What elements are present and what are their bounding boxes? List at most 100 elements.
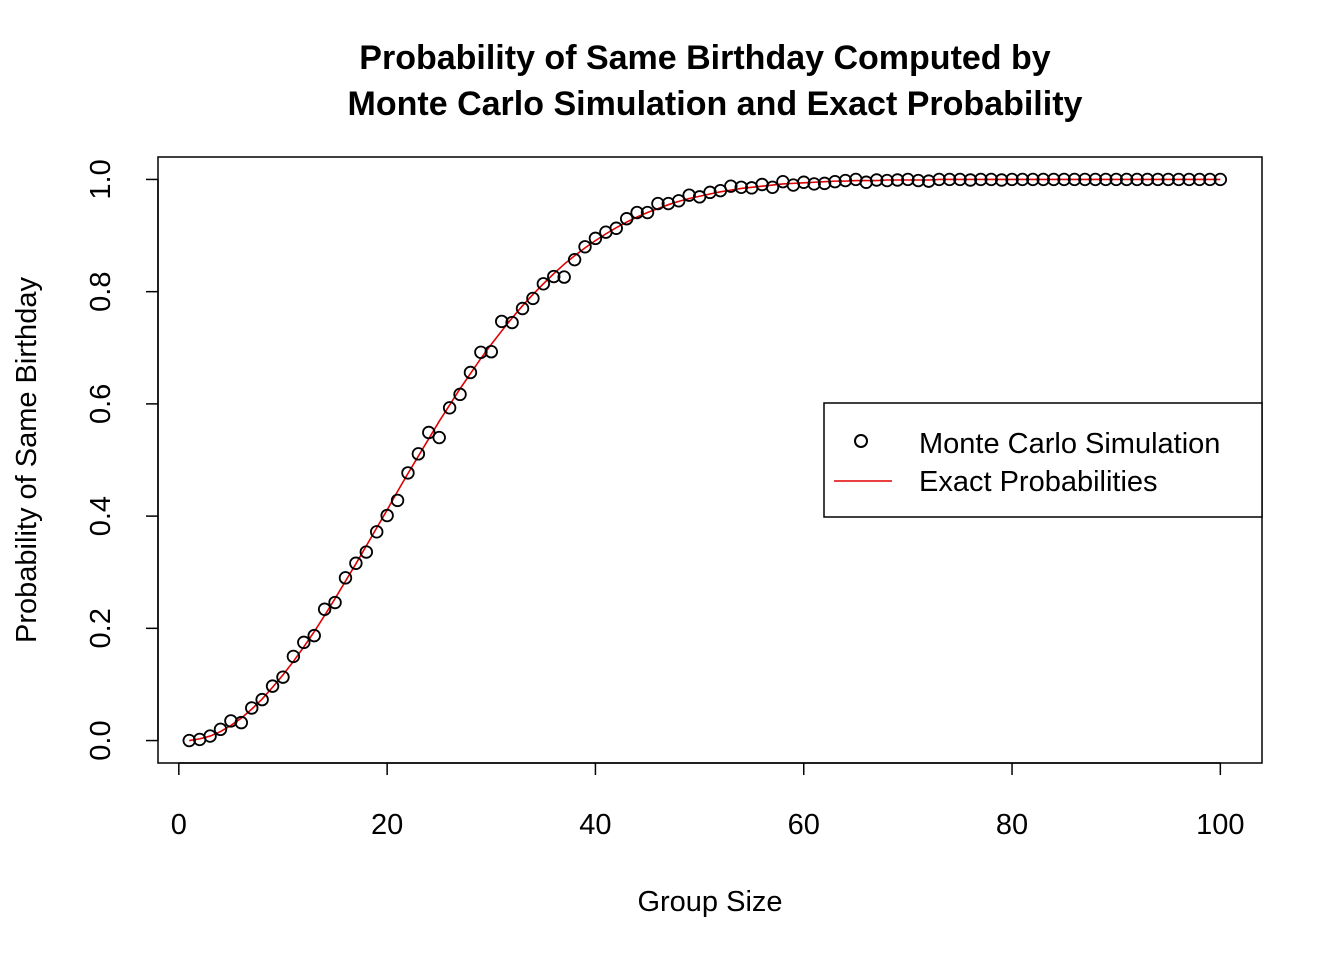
monte-carlo-point [276, 670, 290, 684]
monte-carlo-point [422, 425, 436, 440]
monte-carlo-point [1130, 172, 1144, 187]
legend: Monte Carlo Simulation Exact Probabiliti… [823, 402, 1263, 518]
monte-carlo-point [1192, 172, 1207, 187]
monte-carlo-point [838, 173, 853, 188]
monte-carlo-point [890, 173, 905, 187]
monte-carlo-point [1119, 172, 1134, 187]
monte-carlo-point [817, 176, 832, 191]
monte-carlo-point [213, 722, 228, 737]
x-tick-label: 40 [579, 809, 611, 841]
monte-carlo-series [182, 172, 1228, 748]
monte-carlo-point [328, 595, 342, 610]
monte-carlo-point [974, 172, 988, 187]
monte-carlo-point [797, 175, 811, 189]
monte-carlo-point [1213, 172, 1228, 187]
monte-carlo-point [942, 172, 957, 187]
monte-carlo-point [640, 205, 655, 220]
monte-carlo-point [265, 679, 280, 693]
monte-carlo-point [609, 221, 623, 235]
monte-carlo-point [1036, 172, 1050, 187]
monte-carlo-point [547, 269, 561, 284]
monte-carlo-point [380, 508, 394, 523]
monte-carlo-point [297, 635, 311, 650]
monte-carlo-point [953, 172, 967, 187]
monte-carlo-point [932, 172, 946, 187]
monte-carlo-point [474, 345, 488, 359]
monte-carlo-point [724, 179, 738, 193]
monte-carlo-point [567, 252, 582, 267]
monte-carlo-point [588, 231, 603, 246]
monte-carlo-point [1067, 172, 1082, 187]
monte-carlo-point [828, 174, 842, 189]
monte-carlo-point [463, 365, 478, 380]
monte-carlo-point [286, 649, 301, 664]
x-tick-label: 100 [1196, 809, 1244, 841]
monte-carlo-point [682, 188, 696, 202]
monte-carlo-point [807, 177, 821, 191]
monte-carlo-point [765, 180, 780, 195]
monte-carlo-point [536, 277, 551, 291]
monte-carlo-point [203, 729, 217, 743]
monte-carlo-point [255, 692, 269, 707]
monte-carlo-point [1099, 172, 1113, 187]
monte-carlo-point [984, 172, 998, 187]
monte-carlo-point [370, 525, 384, 539]
monte-carlo-point [734, 180, 748, 195]
monte-carlo-point [911, 173, 926, 188]
monte-carlo-point [869, 173, 884, 187]
monte-carlo-point [411, 447, 426, 461]
monte-carlo-point [338, 571, 353, 585]
y-tick-label: 0.8 [85, 272, 117, 312]
monte-carlo-point [1078, 172, 1092, 187]
x-axis: 0 20 40 60 80 100 [171, 762, 1245, 841]
monte-carlo-point [401, 466, 415, 480]
monte-carlo-point [578, 240, 592, 254]
x-tick-label: 20 [371, 809, 403, 841]
chart-title-line2: Monte Carlo Simulation and Exact Probabi… [348, 85, 1083, 123]
x-axis-title: Group Size [637, 886, 782, 918]
monte-carlo-point [182, 733, 196, 748]
monte-carlo-point [359, 545, 374, 559]
legend-label-monte-carlo: Monte Carlo Simulation [919, 428, 1220, 460]
monte-carlo-point [1182, 172, 1196, 187]
monte-carlo-point [619, 212, 634, 226]
monte-carlo-point [390, 493, 405, 508]
y-tick-label: 0.4 [85, 496, 117, 536]
monte-carlo-point [1171, 172, 1186, 187]
monte-carlo-point [1203, 172, 1217, 187]
monte-carlo-point [1046, 172, 1061, 187]
y-tick-label: 0.6 [85, 384, 117, 424]
monte-carlo-point [1057, 172, 1071, 187]
x-tick-label: 0 [171, 809, 187, 841]
monte-carlo-point [505, 315, 519, 330]
monte-carlo-point [1088, 172, 1103, 187]
monte-carlo-point [1026, 172, 1040, 187]
legend-label-exact: Exact Probabilities [919, 466, 1158, 498]
monte-carlo-point [1140, 172, 1155, 187]
y-tick-label: 1.0 [85, 159, 117, 199]
monte-carlo-point [224, 714, 238, 728]
y-tick-label: 0.2 [85, 608, 117, 648]
monte-carlo-point [630, 205, 644, 220]
monte-carlo-point [922, 174, 936, 188]
monte-carlo-point [651, 196, 665, 211]
monte-carlo-point [880, 173, 894, 188]
monte-carlo-point [307, 628, 321, 643]
y-axis-title: Probability of Same Birthday [11, 277, 43, 643]
monte-carlo-point [1161, 172, 1175, 187]
monte-carlo-point [515, 301, 530, 316]
x-tick-label: 60 [788, 809, 820, 841]
monte-carlo-point [1109, 172, 1123, 187]
monte-carlo-point [1015, 172, 1030, 187]
monte-carlo-point [432, 430, 446, 445]
monte-carlo-point [453, 387, 467, 402]
monte-carlo-point [901, 172, 915, 187]
monte-carlo-point [672, 194, 686, 208]
monte-carlo-point [994, 173, 1009, 187]
monte-carlo-point [1151, 172, 1165, 187]
monte-carlo-point [495, 314, 509, 329]
y-axis: 0.0 0.2 0.4 0.6 0.8 1.0 [85, 159, 159, 761]
monte-carlo-point [1005, 172, 1019, 187]
x-tick-label: 80 [996, 809, 1028, 841]
